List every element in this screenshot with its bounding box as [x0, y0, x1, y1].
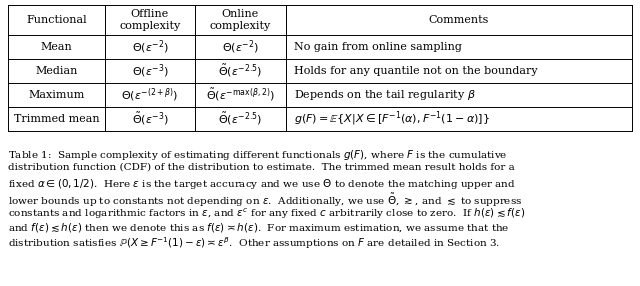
Text: Table 1:  Sample complexity of estimating different functionals $g(F)$, where $F: Table 1: Sample complexity of estimating…: [8, 148, 508, 162]
Text: $\Theta(\varepsilon^{-(2+\beta)})$: $\Theta(\varepsilon^{-(2+\beta)})$: [121, 86, 179, 104]
Text: $\tilde{\Theta}(\varepsilon^{-\max(\beta,2)})$: $\tilde{\Theta}(\varepsilon^{-\max(\beta…: [206, 87, 275, 103]
Text: Median: Median: [35, 66, 77, 76]
Text: $\tilde{\Theta}(\varepsilon^{-2.5})$: $\tilde{\Theta}(\varepsilon^{-2.5})$: [218, 111, 262, 127]
Text: distribution satisfies $\mathbb{P}(X \geq F^{-1}(1) - \varepsilon) \asymp \varep: distribution satisfies $\mathbb{P}(X \ge…: [8, 235, 500, 251]
Text: Comments: Comments: [429, 15, 489, 25]
Text: $g(F) = \mathbb{E}\{X|X \in [F^{-1}(\alpha), F^{-1}(1-\alpha)]\}$: $g(F) = \mathbb{E}\{X|X \in [F^{-1}(\alp…: [294, 110, 490, 128]
Text: $\tilde{\Theta}(\varepsilon^{-2.5})$: $\tilde{\Theta}(\varepsilon^{-2.5})$: [218, 63, 262, 79]
Text: Offline
complexity: Offline complexity: [119, 9, 180, 31]
Text: Depends on the tail regularity $\beta$: Depends on the tail regularity $\beta$: [294, 88, 476, 102]
Text: $\Theta(\varepsilon^{-3})$: $\Theta(\varepsilon^{-3})$: [132, 62, 168, 80]
Text: No gain from online sampling: No gain from online sampling: [294, 42, 461, 52]
Text: $\tilde{\Theta}(\varepsilon^{-3})$: $\tilde{\Theta}(\varepsilon^{-3})$: [132, 111, 168, 127]
Text: Maximum: Maximum: [28, 90, 84, 100]
Text: distribution function (CDF) of the distribution to estimate.  The trimmed mean r: distribution function (CDF) of the distr…: [8, 163, 515, 172]
Text: Online
complexity: Online complexity: [210, 9, 271, 31]
Text: fixed $\alpha \in (0, 1/2)$.  Here $\varepsilon$ is the target accuracy and we u: fixed $\alpha \in (0, 1/2)$. Here $\vare…: [8, 177, 516, 191]
Text: $\Theta(\varepsilon^{-2})$: $\Theta(\varepsilon^{-2})$: [222, 38, 259, 56]
Text: Holds for any quantile not on the boundary: Holds for any quantile not on the bounda…: [294, 66, 538, 76]
Text: Functional: Functional: [26, 15, 86, 25]
Text: $\Theta(\varepsilon^{-2})$: $\Theta(\varepsilon^{-2})$: [132, 38, 168, 56]
Text: and $f(\varepsilon) \lesssim h(\varepsilon)$ then we denote this as $f(\varepsil: and $f(\varepsilon) \lesssim h(\varepsil…: [8, 221, 509, 234]
Text: Trimmed mean: Trimmed mean: [13, 114, 99, 124]
Text: Mean: Mean: [40, 42, 72, 52]
Text: constants and logarithmic factors in $\varepsilon$, and $\varepsilon^c$ for any : constants and logarithmic factors in $\v…: [8, 206, 525, 221]
Text: lower bounds up to constants not depending on $\varepsilon$.  Additionally, we u: lower bounds up to constants not dependi…: [8, 192, 522, 209]
